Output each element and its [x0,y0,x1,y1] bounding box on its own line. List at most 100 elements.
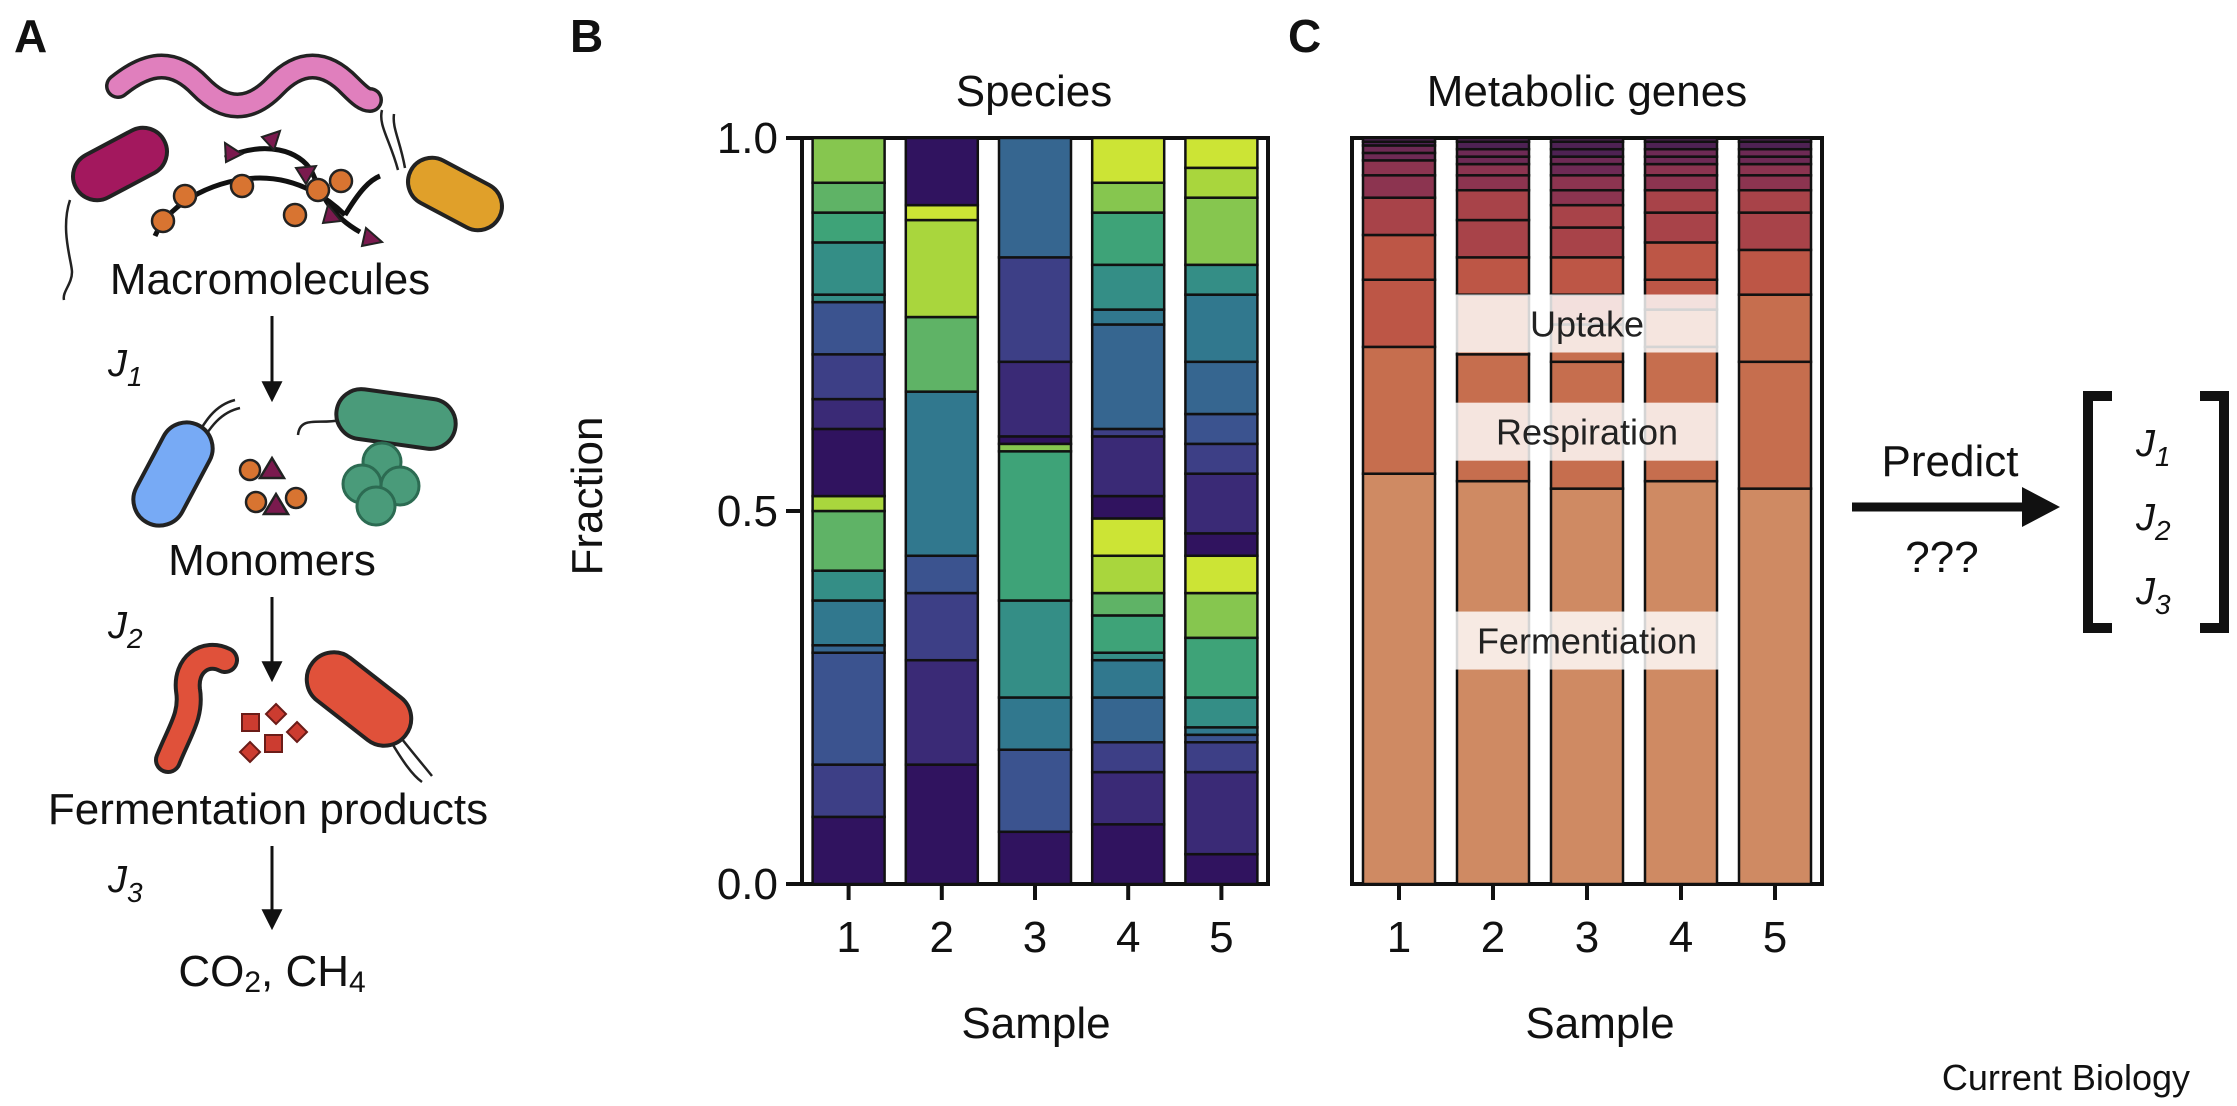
bar-segment [1184,554,1259,595]
prediction-section: Predict ??? J1 J2 J3 [1852,391,2229,633]
bar-segment [1090,308,1166,326]
bar-segment [811,241,886,296]
bar-segment [1549,256,1625,296]
bar-segment [1737,136,1813,143]
bar-segment [1549,487,1625,886]
x-tick-label: 4 [1116,913,1140,962]
bar-segment [1643,174,1719,192]
macromolecule-illustration [62,53,504,301]
stacked-bar-sample-1 [811,136,886,886]
bar-segment [1455,162,1531,177]
bar-segment [997,256,1073,364]
bar-segment [1090,211,1166,267]
bar-segment [811,136,886,185]
bar-segment [1184,741,1259,774]
species-x-axis-label: Sample [961,999,1110,1048]
bar-segment [1737,211,1813,252]
bar-segment [1549,136,1625,143]
bar-segment [1090,435,1166,498]
bar-segment [1184,293,1259,364]
y-tick-label: 0.5 [717,487,778,536]
bar-segment [997,748,1073,834]
bar-segment [811,353,886,401]
bar-segment [997,599,1073,699]
x-tick-label: 1 [1387,913,1411,962]
bar-segment [1090,181,1166,214]
y-axis-label: Fraction [563,417,612,576]
bar-segment [1090,823,1166,886]
species-chart-title: Species [956,67,1113,116]
bar-segment [1184,770,1259,856]
right-bracket [2200,391,2229,633]
bar-segment [1184,636,1259,699]
bar-segment [1090,263,1166,311]
panel-c-letter: C [1288,10,1321,62]
bar-segment [904,218,980,319]
bar-segment [811,397,886,431]
bar-segment [1737,360,1813,490]
panel-b-letter: B [570,10,603,62]
bar-segment [1184,442,1259,475]
x-tick-label: 3 [1575,913,1599,962]
x-tick-label: 4 [1669,913,1693,962]
bar-segment [1361,196,1437,237]
x-tick-label: 2 [1481,913,1505,962]
bar-segment [904,554,980,595]
stacked-bar-sample-5 [1184,136,1259,886]
x-tick-label: 2 [930,913,954,962]
green-cluster-icon [341,441,421,527]
orange-monomer-beads [150,168,354,234]
panel-c: C Metabolic genes Sample 1 2 3 4 5 Fermentiat… [1288,10,1824,1048]
bar-segment [811,181,886,214]
bar-segment [1549,174,1625,192]
bar-segment [811,300,886,356]
bar-segment [811,211,886,244]
x-tick-label: 5 [1209,913,1233,962]
bar-segment [1737,487,1813,886]
bar-segment [1090,696,1166,744]
annotation-box [1451,611,1723,670]
bar-segment [1090,770,1166,826]
genes-stacked-bar-chart: 1 2 3 4 5 Fermentiation Respiration Uptake [1350,136,1824,962]
orange-bacterium-icon [379,109,504,233]
bar-segment [811,427,886,498]
stage-monomers: Monomers [168,536,376,585]
species-stacked-bar-chart: 1 2 3 4 5 0.0 0.5 1.0 [717,114,1270,962]
bar-segment [997,450,1073,602]
purple-monomer-triangles [223,129,385,248]
bar-segment [811,651,886,766]
y-tick-label: 1.0 [717,114,778,163]
stacked-bar-sample-2 [904,136,980,886]
panel-b: B Species Fraction Sample 1 2 3 4 5 0.0 0.5 1.0 [563,10,1270,1048]
bar-segment [1184,696,1259,729]
bar-segment [1184,472,1259,535]
stacked-bar-sample-5 [1737,136,1813,886]
bar-segment [1361,472,1437,886]
bar-segment [904,591,980,662]
genes-x-axis-label: Sample [1525,999,1674,1048]
bar-segment [1455,218,1531,259]
bar-segment [1549,188,1625,207]
bar-segment [1549,203,1625,229]
bar-segment [1643,479,1719,886]
bar-segment [904,136,980,207]
left-bracket [2083,391,2112,633]
bar-segment [1643,136,1719,143]
bar-segment [1643,241,1719,281]
journal-credit: Current Biology [1942,1057,2190,1098]
bar-segment [1455,136,1531,143]
stacked-bar-sample-3 [1549,136,1625,886]
bar-segment [811,599,886,647]
bar-segment [1184,166,1259,199]
bar-segment [1455,174,1531,192]
bar-segment [811,569,886,602]
flux-label-3: J3 [107,859,143,908]
stacked-bar-sample-4 [1090,136,1166,886]
annotation-label: Respiration [1496,412,1678,453]
bar-segment [1737,174,1813,192]
bar-segment [1361,174,1437,199]
bar-segment [1090,614,1166,654]
vector-j2: J2 [2135,497,2171,546]
bar-segment [904,658,980,766]
